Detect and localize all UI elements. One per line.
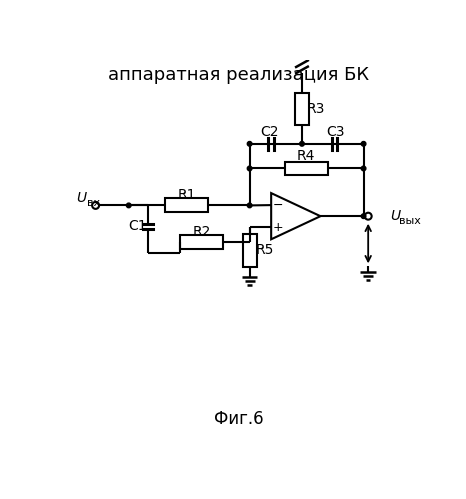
- Circle shape: [361, 214, 366, 219]
- Text: R5: R5: [256, 244, 274, 257]
- Text: C3: C3: [327, 125, 345, 139]
- FancyBboxPatch shape: [285, 162, 328, 175]
- Text: аппаратная реализация БК: аппаратная реализация БК: [108, 66, 370, 84]
- Circle shape: [361, 166, 366, 171]
- Text: вых: вых: [399, 216, 421, 226]
- Text: +: +: [273, 221, 283, 234]
- Text: Фиг.6: Фиг.6: [214, 410, 264, 428]
- Text: R2: R2: [192, 225, 211, 239]
- Text: U: U: [76, 192, 86, 206]
- FancyBboxPatch shape: [243, 234, 257, 266]
- Circle shape: [247, 203, 252, 208]
- Circle shape: [126, 203, 131, 208]
- Text: вх: вх: [87, 198, 100, 208]
- Text: U: U: [391, 209, 401, 223]
- Circle shape: [247, 142, 252, 146]
- Text: C2: C2: [260, 125, 279, 139]
- Text: R1: R1: [177, 188, 196, 202]
- Text: −: −: [273, 199, 283, 212]
- FancyBboxPatch shape: [165, 199, 208, 213]
- Text: R4: R4: [297, 149, 315, 163]
- Circle shape: [247, 166, 252, 171]
- Text: R3: R3: [307, 102, 325, 116]
- FancyBboxPatch shape: [295, 93, 309, 125]
- Circle shape: [361, 142, 366, 146]
- FancyBboxPatch shape: [180, 236, 223, 250]
- Circle shape: [300, 142, 304, 146]
- Text: C1: C1: [128, 219, 146, 233]
